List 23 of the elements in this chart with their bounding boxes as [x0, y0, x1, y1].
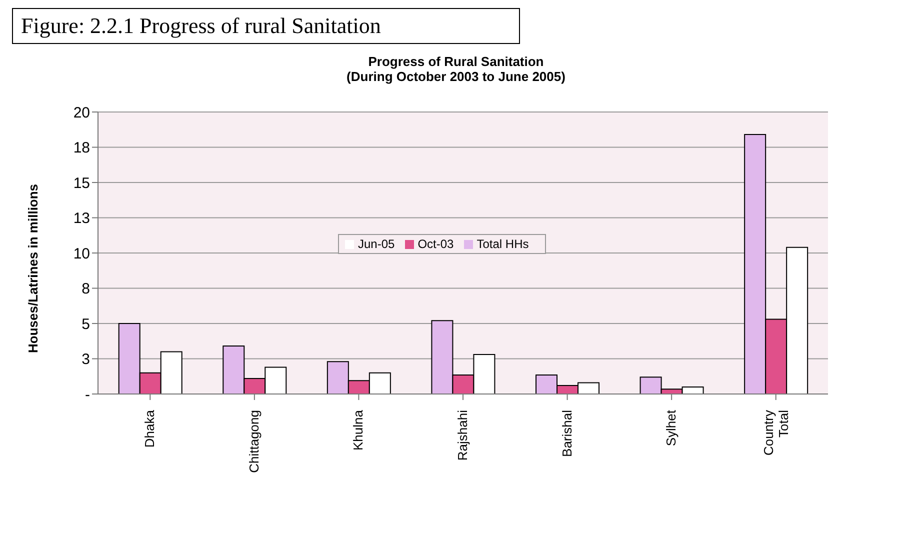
legend-label: Total HHs — [476, 237, 529, 251]
chart-title: Progress of Rural Sanitation — [367, 54, 545, 69]
y-tick-label: - — [85, 386, 90, 404]
y-tick-label: 18 — [73, 140, 90, 157]
legend-label: Jun-05 — [358, 237, 395, 251]
chart-subtitle: (During October 2003 to June 2005) — [346, 69, 566, 84]
x-tick-label: Rajshahi — [455, 410, 470, 461]
y-tick-label: 20 — [73, 104, 90, 122]
y-tick-label: 5 — [82, 316, 90, 333]
x-tick-label: Dhaka — [142, 409, 158, 448]
y-axis-title: Houses/Latrines in millions — [26, 184, 41, 353]
y-tick-label: 13 — [73, 210, 90, 228]
x-tick-label: Khulna — [350, 409, 366, 450]
text: Figure: 2.2.1 Progress of rural Sanitation — [12, 8, 520, 44]
x-tick-label: Barishal — [559, 410, 574, 457]
x-tick-label: Sylhet — [664, 410, 679, 446]
x-tick-label: Chittagong — [246, 410, 262, 473]
legend-label: Oct-03 — [418, 237, 454, 251]
y-tick-label: 3 — [82, 351, 90, 368]
y-tick-label: 10 — [73, 245, 90, 262]
y-tick-label: 15 — [73, 174, 90, 192]
y-tick-label: 8 — [82, 280, 90, 298]
x-tick-label: Country Total — [760, 410, 791, 456]
